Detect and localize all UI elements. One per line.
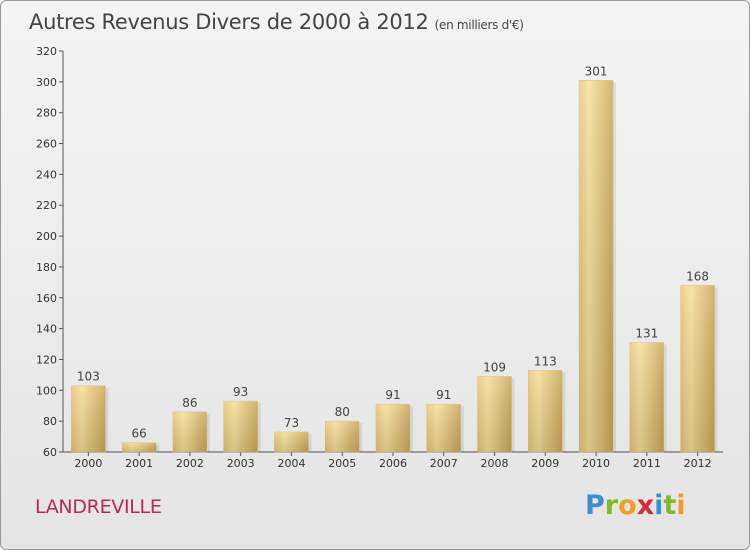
bar-shade xyxy=(376,404,410,452)
bar-value-label: 109 xyxy=(483,360,506,374)
y-tick-label: 100 xyxy=(36,384,57,397)
bar-shade xyxy=(629,342,664,452)
bar-shade xyxy=(172,411,207,452)
bar-shade xyxy=(579,80,614,453)
bar-shade xyxy=(528,370,563,452)
y-tick-label: 60 xyxy=(43,446,57,459)
bar-value-label: 93 xyxy=(233,385,248,399)
bar-value-label: 168 xyxy=(686,269,709,283)
y-tick-label: 200 xyxy=(36,230,57,243)
bar-shade xyxy=(680,285,715,452)
x-tick-label: 2001 xyxy=(125,457,153,470)
bar-value-label: 91 xyxy=(436,388,451,402)
bar-value-label: 73 xyxy=(284,416,299,430)
x-tick-label: 2012 xyxy=(684,457,712,470)
bar-value-label: 91 xyxy=(385,388,400,402)
logo-letter: i xyxy=(676,490,686,521)
bar-shade xyxy=(223,401,258,452)
bar-value-label: 131 xyxy=(635,326,658,340)
bar-shade xyxy=(274,431,309,452)
bar-value-label: 301 xyxy=(585,64,608,78)
bar-value-label: 86 xyxy=(182,396,197,410)
x-tick-label: 2005 xyxy=(328,457,356,470)
logo-letter: t xyxy=(663,490,677,521)
y-tick-label: 240 xyxy=(36,168,57,181)
y-tick-label: 120 xyxy=(36,353,57,366)
title-text: Autres Revenus Divers de 2000 à 2012 xyxy=(29,10,429,34)
y-tick-label: 220 xyxy=(36,199,57,212)
y-tick-label: 280 xyxy=(36,107,57,120)
logo-letter: i xyxy=(654,490,664,521)
logo-letter: x xyxy=(636,490,655,521)
town-name: LANDREVILLE xyxy=(35,496,162,518)
bar-shade xyxy=(426,404,461,452)
bars-group xyxy=(71,80,718,453)
y-tick-label: 180 xyxy=(36,261,57,274)
x-tick-label: 2002 xyxy=(176,457,204,470)
logo-letter: o xyxy=(618,490,637,521)
title-unit: (en milliers d'€) xyxy=(434,18,524,32)
y-tick-label: 160 xyxy=(36,292,57,305)
y-tick-label: 140 xyxy=(36,323,57,336)
bar-shade xyxy=(325,421,360,452)
bar-shade xyxy=(122,442,157,452)
logo-letter: P xyxy=(585,490,605,521)
x-tick-label: 2003 xyxy=(227,457,255,470)
x-tick-label: 2009 xyxy=(531,457,559,470)
bar-value-label: 103 xyxy=(77,370,100,384)
bar-shade xyxy=(71,385,106,452)
proxiti-logo[interactable]: Proxiti xyxy=(585,490,686,521)
x-tick-label: 2000 xyxy=(74,457,102,470)
y-tick-label: 260 xyxy=(36,138,57,151)
y-tick-label: 320 xyxy=(36,45,57,58)
bar-value-label: 66 xyxy=(132,427,147,441)
x-tick-label: 2006 xyxy=(379,457,407,470)
y-tick-label: 80 xyxy=(43,415,57,428)
x-tick-label: 2010 xyxy=(582,457,610,470)
bar-shade xyxy=(477,376,512,452)
bar-value-label: 80 xyxy=(335,405,350,419)
y-tick-label: 300 xyxy=(36,76,57,89)
logo-letter: r xyxy=(604,490,619,521)
x-tick-label: 2011 xyxy=(633,457,661,470)
x-tick-label: 2007 xyxy=(430,457,458,470)
bar-value-label: 113 xyxy=(534,354,557,368)
chart-title: Autres Revenus Divers de 2000 à 2012 (en … xyxy=(29,10,524,34)
axes-group: 60 80 100 120 140 160 180 200 220 240 260 280 300 320 xyxy=(36,45,723,459)
x-tick-label: 2004 xyxy=(277,457,305,470)
x-tick-label: 2008 xyxy=(481,457,509,470)
labels-group: 2000 103 2001 66 2002 86 2003 93 2004 73 2005 80 200… xyxy=(74,64,711,470)
